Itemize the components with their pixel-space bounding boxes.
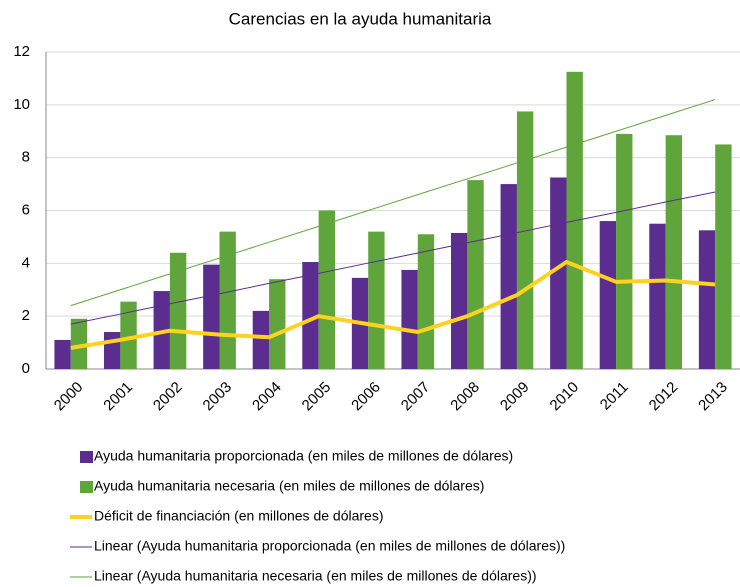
x-tick-label: 2002 (150, 379, 186, 415)
legend-swatch (80, 481, 93, 493)
x-tick-label: 2005 (299, 379, 335, 415)
x-tick-label: 2007 (398, 379, 434, 415)
bar (169, 252, 187, 369)
x-tick-label: 2006 (348, 379, 384, 415)
y-tick-label: 8 (22, 149, 30, 166)
bar (153, 291, 170, 369)
y-tick-label: 6 (22, 201, 30, 218)
bar (302, 262, 319, 369)
bar (269, 279, 286, 369)
bar (649, 223, 666, 369)
bar (252, 310, 270, 369)
y-tick-label: 4 (22, 254, 30, 271)
legend-label: Ayuda humanitaria necesaria (en miles de… (94, 478, 484, 494)
x-tick-label: 2010 (547, 379, 583, 415)
x-tick-label: 2004 (249, 379, 285, 415)
bar (54, 339, 71, 369)
y-tick-label: 2 (22, 307, 30, 324)
line (70, 99, 716, 307)
x-tick-label: 2000 (51, 379, 87, 415)
bar (500, 184, 517, 369)
bar (665, 135, 683, 369)
bar (715, 144, 732, 369)
line (70, 191, 716, 325)
x-tick-label: 2003 (200, 379, 236, 415)
y-tick-label: 12 (13, 43, 30, 60)
y-tick-label: 10 (13, 96, 30, 113)
bar (103, 332, 121, 369)
bar (467, 180, 484, 369)
y-tick-label: 0 (22, 360, 30, 377)
bar (203, 264, 220, 369)
x-tick-label: 2013 (695, 379, 731, 415)
x-tick-label: 2009 (497, 379, 533, 415)
chart-title: Carencias en la ayuda humanitaria (229, 9, 492, 28)
legend-label: Déficit de financiación (en millones de … (94, 508, 383, 524)
bar (616, 133, 633, 369)
x-tick-label: 2012 (646, 379, 682, 415)
x-tick-label: 2001 (100, 379, 136, 415)
legend-label: Ayuda humanitaria proporcionada (en mile… (94, 448, 513, 464)
bar (368, 231, 385, 369)
bar (219, 231, 236, 369)
legend-swatch (80, 451, 93, 463)
bar (417, 234, 435, 369)
x-tick-label: 2011 (597, 379, 632, 414)
legend-label: Linear (Ayuda humanitaria necesaria (en … (94, 568, 537, 584)
bar (401, 269, 418, 369)
x-tick-label: 2008 (447, 379, 483, 415)
bar (450, 232, 468, 369)
bar (318, 210, 336, 369)
line (70, 260, 716, 350)
bar (70, 318, 88, 369)
bar (120, 301, 137, 369)
bar (599, 221, 617, 369)
bar (516, 111, 534, 369)
bar (698, 230, 716, 369)
legend-label: Linear (Ayuda humanitaria proporcionada … (94, 538, 565, 554)
